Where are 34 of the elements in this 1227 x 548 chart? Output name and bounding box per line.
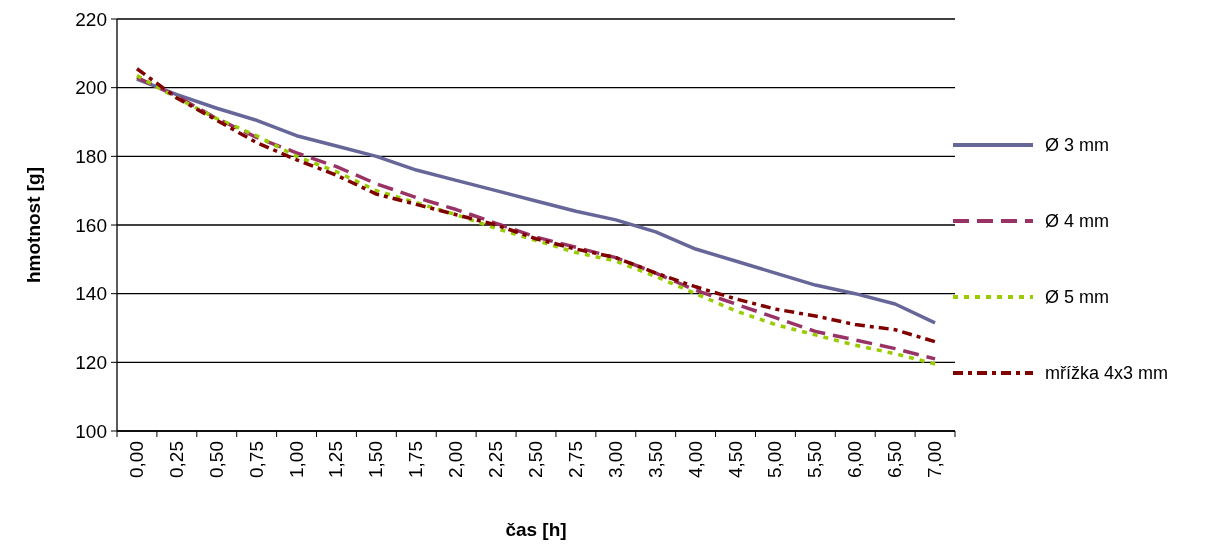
x-tick-label: 2,25 (485, 441, 507, 478)
x-tick-label: 1,75 (405, 441, 427, 478)
x-tick-label: 0,50 (205, 441, 227, 478)
x-tick-label: 0,00 (125, 441, 147, 478)
y-tick-label: 140 (75, 283, 107, 305)
x-tick-label: 3,50 (644, 441, 666, 478)
x-tick-label: 5,50 (804, 441, 826, 478)
x-tick-label: 2,75 (564, 441, 586, 478)
y-tick-label: 160 (75, 214, 107, 236)
legend-label: mřížka 4x3 mm (1045, 363, 1169, 384)
y-tick-label: 200 (75, 77, 107, 99)
x-tick-label: 4,00 (684, 441, 706, 478)
x-tick-label: 3,00 (604, 441, 626, 478)
legend-label: Ø 3 mm (1045, 135, 1110, 156)
y-axis-title: hmotnost [g] (23, 166, 44, 284)
y-tick-label: 100 (75, 420, 107, 442)
x-tick-label: 2,00 (445, 441, 467, 478)
legend-label: Ø 5 mm (1045, 287, 1110, 308)
x-axis-title: čas [h] (505, 519, 567, 540)
x-tick-label: 6,00 (844, 441, 866, 478)
x-tick-label: 5,00 (764, 441, 786, 478)
legend-label: Ø 4 mm (1045, 211, 1110, 232)
y-tick-label: 120 (75, 351, 107, 373)
x-tick-label: 1,00 (285, 441, 307, 478)
x-tick-label: 4,50 (724, 441, 746, 478)
x-tick-label: 1,25 (325, 441, 347, 478)
x-tick-label: 6,50 (884, 441, 906, 478)
x-tick-label: 1,50 (365, 441, 387, 478)
x-tick-label: 2,50 (525, 441, 546, 478)
x-tick-label: 0,75 (245, 441, 267, 478)
x-tick-label: 0,25 (165, 441, 187, 478)
y-tick-label: 220 (75, 8, 107, 30)
x-tick-label: 7,00 (924, 441, 946, 478)
y-tick-label: 180 (75, 145, 107, 167)
